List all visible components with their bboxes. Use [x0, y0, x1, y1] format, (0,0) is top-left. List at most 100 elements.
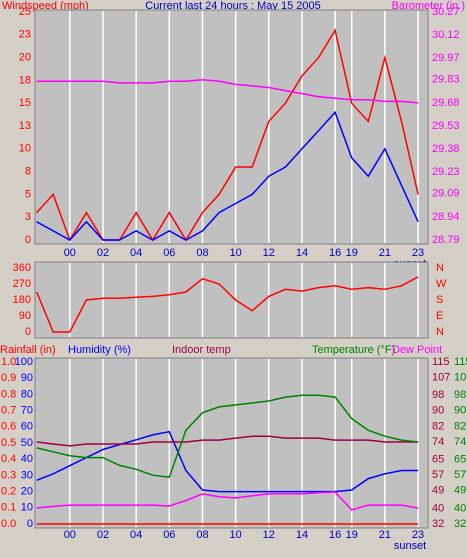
y-tick-label: 0.7 [1, 405, 16, 417]
data-line [36, 110, 419, 241]
x-tick-label: 06 [163, 529, 175, 541]
y-tick-label: 0.8 [1, 388, 16, 400]
y-tick-label: 0 [25, 326, 31, 338]
data-line [36, 276, 419, 333]
y-tick-label: 180 [13, 294, 31, 306]
y-tick-label: 115 [432, 356, 450, 368]
y-tick-label: 50 [21, 437, 33, 449]
x-tick-label: 04 [130, 529, 142, 541]
plot-area [34, 357, 429, 529]
y-tick-label: 0.5 [1, 437, 16, 449]
y-tick-label: 28.79 [432, 234, 460, 246]
y-tick-label: 1.0 [1, 356, 16, 368]
x-tick-label: 00 [64, 247, 76, 259]
y-tick-label: 0.9 [1, 372, 16, 384]
y-tick-label: 90 [21, 372, 33, 384]
y-tick-label: 100 [15, 356, 33, 368]
x-tick-label: 21 [379, 247, 391, 259]
legend-label: Barometer (in.) [392, 0, 465, 12]
y-tick-label: 115 [454, 356, 467, 368]
y-tick-label: 10 [21, 502, 33, 514]
y-tick-label: 82 [432, 420, 444, 432]
y-tick-label: 13 [19, 120, 31, 132]
y-tick-label: 10 [19, 143, 31, 155]
y-tick-label: 57 [432, 469, 444, 481]
y-tick-label: 30.12 [432, 29, 460, 41]
data-line [36, 28, 419, 242]
data-line [36, 435, 419, 447]
x-tick-label: 12 [263, 247, 275, 259]
y-tick-label: 0.0 [1, 518, 16, 530]
data-line [36, 79, 419, 104]
y-tick-label: 29.09 [432, 188, 460, 200]
y-tick-label: 29.53 [432, 120, 460, 132]
legend-label: Humidity (%) [68, 344, 131, 356]
y-tick-label: 60 [21, 421, 33, 433]
y-tick-label: 270 [13, 278, 31, 290]
y-tick-label: 0 [25, 234, 31, 246]
y-tick-label: 360 [13, 262, 31, 274]
y-tick-label: 0 [27, 518, 33, 530]
x-tick-label: 16 [329, 247, 341, 259]
y-tick-label: 20 [21, 486, 33, 498]
x-tick-label: 16 [329, 529, 341, 541]
legend-label: Temperature (°F) [312, 344, 395, 356]
y-tick-label: 107 [432, 372, 450, 384]
legend-label: Windspeed (mph) [2, 0, 89, 12]
y-tick-label: 40 [454, 502, 466, 514]
x-tick-label: 02 [97, 529, 109, 541]
x-tick-label: 21 [379, 529, 391, 541]
x-tick-label: 04 [130, 247, 142, 259]
x-tick-label: 19 [346, 529, 358, 541]
y-tick-label: 23 [19, 29, 31, 41]
y-tick-label: S [436, 294, 443, 306]
y-tick-label: 107 [454, 372, 467, 384]
y-tick-label: 29.68 [432, 97, 460, 109]
y-tick-label: 40 [21, 453, 33, 465]
y-tick-label: 49 [432, 485, 444, 497]
y-tick-label: 80 [21, 388, 33, 400]
y-tick-label: 32 [454, 518, 466, 530]
y-tick-label: 32 [432, 518, 444, 530]
y-tick-label: 3 [25, 211, 31, 223]
y-tick-label: 74 [454, 436, 466, 448]
y-tick-label: 65 [454, 453, 466, 465]
y-tick-label: N [436, 262, 444, 274]
y-tick-label: 5 [25, 188, 31, 200]
y-tick-label: 25 [19, 6, 31, 18]
data-line [36, 394, 419, 479]
x-tick-label: 00 [64, 529, 76, 541]
x-tick-label: 14 [296, 529, 308, 541]
legend-label: Dew Point [392, 344, 442, 356]
y-tick-label: 30.27 [432, 6, 460, 18]
x-tick-label: 14 [296, 247, 308, 259]
plot-area [34, 261, 429, 339]
y-tick-label: 90 [432, 405, 444, 417]
y-tick-label: 29.97 [432, 52, 460, 64]
y-tick-label: 29.23 [432, 166, 460, 178]
annotation: sunset [394, 540, 426, 552]
x-tick-label: 10 [230, 529, 242, 541]
y-tick-label: 8 [25, 166, 31, 178]
data-line [36, 491, 419, 511]
y-tick-label: 29.38 [432, 143, 460, 155]
plot-area [34, 9, 429, 245]
y-tick-label: 18 [19, 74, 31, 86]
chart-title: Current last 24 hours : May 15 2005 [145, 0, 320, 12]
x-tick-label: 12 [263, 529, 275, 541]
y-tick-label: 57 [454, 469, 466, 481]
x-tick-label: 23 [412, 247, 424, 259]
legend-label: Indoor temp [172, 344, 231, 356]
legend-label: Rainfall (in) [0, 344, 56, 356]
y-tick-label: 15 [19, 97, 31, 109]
y-tick-label: 0.6 [1, 421, 16, 433]
data-line [36, 430, 419, 493]
y-tick-label: W [436, 278, 447, 290]
y-tick-label: 0.4 [1, 453, 16, 465]
y-tick-label: 0.3 [1, 469, 16, 481]
y-tick-label: 20 [19, 52, 31, 64]
y-tick-label: N [436, 326, 444, 338]
y-tick-label: 98 [432, 389, 444, 401]
y-tick-label: 28.94 [432, 211, 460, 223]
y-tick-label: 90 [454, 405, 466, 417]
